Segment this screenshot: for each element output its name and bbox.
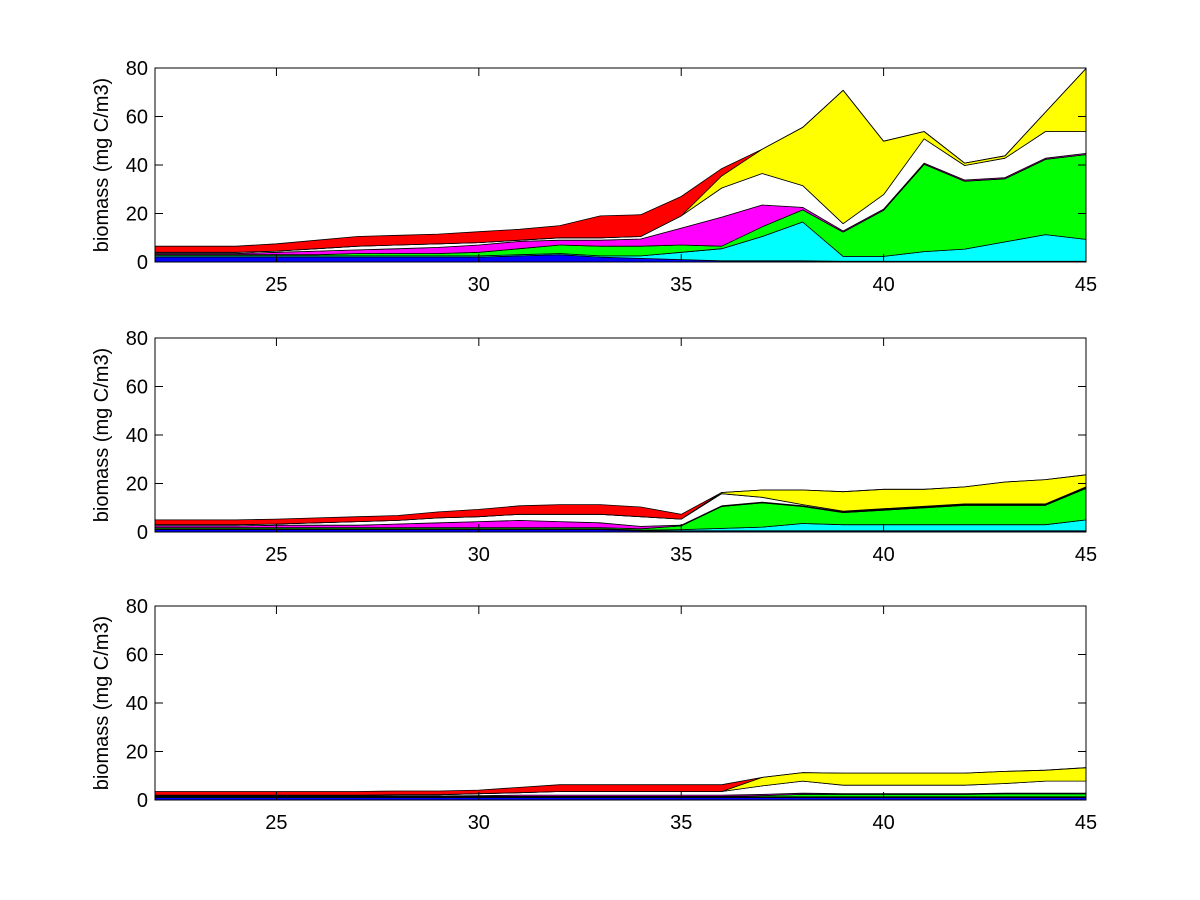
y-tick-label: 80 [126, 58, 148, 80]
y-tick-label: 20 [126, 474, 148, 496]
area-series-7 [155, 68, 1086, 253]
y-tick-label: 80 [126, 328, 148, 350]
x-tick-label: 30 [468, 274, 490, 296]
y-tick-label: 40 [126, 693, 148, 715]
x-tick-label: 45 [1075, 544, 1097, 566]
subplot-2: 25 30 35 40 45 0 20 40 60 80 biomass (mg C/m3) [91, 328, 1097, 566]
y-tick-label: 80 [126, 596, 148, 618]
stacked-areas [155, 474, 1086, 532]
y-tick-label: 40 [126, 425, 148, 447]
y-tick-label: 0 [137, 522, 148, 544]
x-tick-label: 40 [872, 812, 894, 834]
stacked-areas [155, 68, 1086, 262]
area-series-7 [155, 767, 1086, 796]
x-tick-label: 35 [670, 812, 692, 834]
y-axis-label: biomass (mg C/m3) [91, 348, 113, 522]
y-tick-label: 20 [126, 742, 148, 764]
y-tick-label: 60 [126, 107, 148, 129]
area-series-7 [155, 474, 1086, 526]
x-tick-label: 25 [265, 274, 287, 296]
x-tick-label: 25 [265, 544, 287, 566]
y-tick-label: 0 [137, 252, 148, 274]
x-tick-label: 40 [872, 544, 894, 566]
subplot-3: 25 30 35 40 45 0 20 40 60 80 biomass (mg C/m3) [91, 596, 1097, 834]
x-tick-label: 45 [1075, 812, 1097, 834]
y-tick-label: 60 [126, 377, 148, 399]
x-tick-label: 35 [670, 274, 692, 296]
x-tick-label: 40 [872, 274, 894, 296]
y-tick-label: 0 [137, 790, 148, 812]
y-axis-label: biomass (mg C/m3) [91, 78, 113, 252]
subplot-1: 25 30 35 40 45 0 20 40 60 80 biomass (mg C/m3) [91, 58, 1097, 296]
x-tick-label: 30 [468, 812, 490, 834]
x-tick-label: 25 [265, 812, 287, 834]
y-tick-label: 40 [126, 155, 148, 177]
x-tick-label: 30 [468, 544, 490, 566]
x-tick-label: 35 [670, 544, 692, 566]
y-axis-label: biomass (mg C/m3) [91, 616, 113, 790]
y-tick-label: 20 [126, 204, 148, 226]
x-tick-label: 45 [1075, 274, 1097, 296]
y-tick-label: 60 [126, 645, 148, 667]
